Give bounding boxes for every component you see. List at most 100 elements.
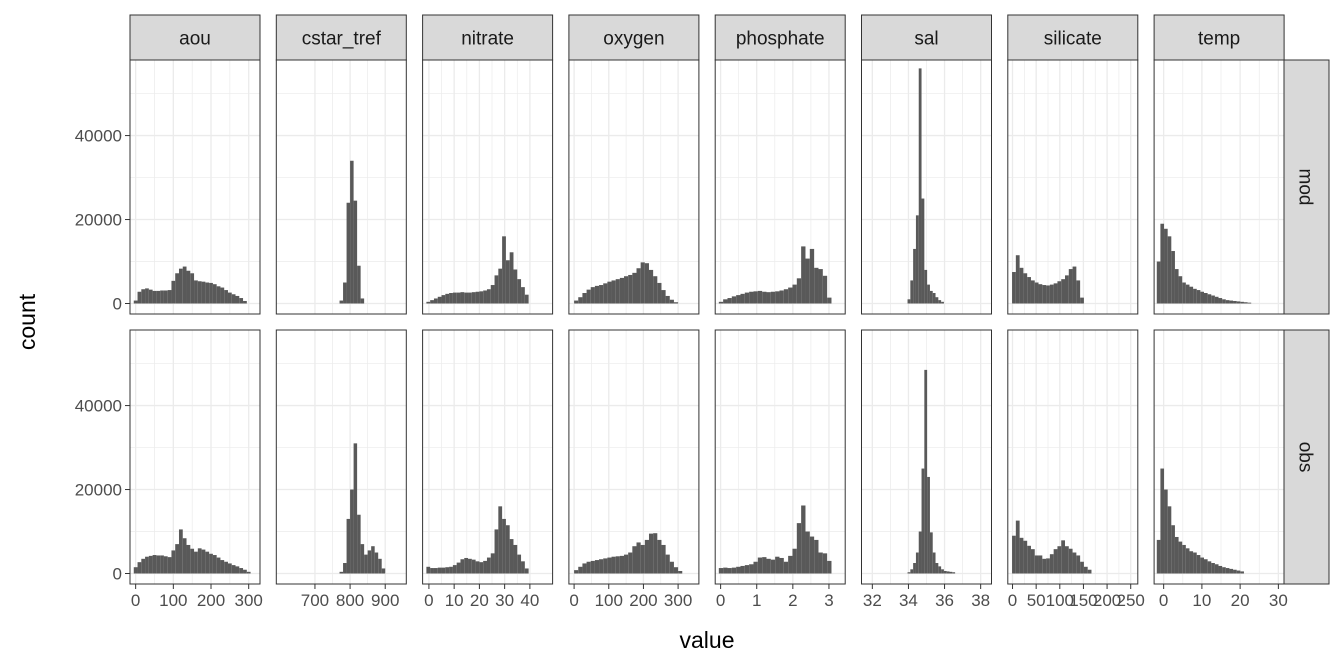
column-strip-label: cstar_tref	[302, 29, 382, 50]
histogram-bar	[723, 567, 728, 574]
panel-obs: 700 800 900	[275, 329, 407, 610]
panel-border	[422, 59, 554, 315]
x-tick-label: 32	[863, 591, 882, 610]
histogram-bar	[367, 550, 372, 574]
histogram-bar	[1019, 267, 1024, 304]
column-strip-label: silicate	[1044, 29, 1102, 50]
histogram-bar	[801, 246, 806, 304]
histogram-bar	[360, 298, 365, 304]
histogram-bar	[471, 292, 476, 304]
panel-background	[422, 60, 553, 314]
panel-background	[130, 330, 260, 584]
x-tick-label: 200	[1093, 591, 1121, 610]
histogram-bar	[929, 532, 933, 574]
histogram-bar	[818, 552, 823, 574]
histogram-bar	[1164, 489, 1168, 574]
histogram-bar	[913, 248, 916, 304]
histogram-bar	[167, 290, 172, 304]
histogram-bar	[1218, 565, 1223, 574]
facet-oxygen: oxygen 0 100 200 300	[568, 14, 700, 610]
histogram-bar	[498, 268, 503, 304]
histogram-bar	[599, 559, 604, 574]
histogram-bar	[156, 290, 161, 304]
histogram-bar	[1211, 295, 1215, 304]
histogram-bar	[186, 270, 191, 304]
histogram-bar	[1061, 279, 1065, 304]
histogram-bar	[339, 300, 344, 304]
histogram-bar	[460, 559, 465, 574]
histogram-bar	[445, 567, 450, 574]
histogram-bar	[152, 290, 157, 304]
histogram-bar	[1038, 555, 1043, 574]
x-tick-label: 3	[824, 591, 833, 610]
histogram-bar	[1240, 571, 1244, 574]
histogram-bar	[779, 290, 784, 304]
x-tick-label: 100	[159, 591, 187, 610]
histogram-bar	[731, 296, 737, 304]
x-tick-label: 100	[595, 591, 623, 610]
histogram-bar	[927, 284, 930, 304]
histogram-bar	[156, 555, 161, 574]
x-tick-label: 100	[1046, 591, 1074, 610]
histogram-bar	[822, 553, 828, 574]
histogram-bar	[1164, 228, 1168, 304]
histogram-bar	[628, 552, 633, 574]
histogram-bar	[216, 286, 221, 304]
histogram-bar	[805, 258, 810, 304]
histogram-bar	[353, 443, 358, 574]
histogram-bar	[433, 568, 438, 574]
histogram-bar	[1053, 549, 1058, 574]
histogram-bar	[224, 561, 228, 574]
histogram-bar	[212, 284, 217, 304]
histogram-bar	[827, 560, 832, 574]
histogram-bar	[430, 568, 434, 574]
histogram-bar	[1240, 301, 1244, 304]
panel-border	[129, 59, 261, 315]
y-tick-label: 20000	[75, 211, 122, 230]
histogram-bar	[483, 290, 487, 304]
histogram-bar	[1214, 564, 1219, 574]
panel-mod	[129, 59, 261, 315]
histogram-bar	[513, 269, 518, 304]
histogram-bar	[757, 557, 763, 574]
histogram-bar	[1049, 284, 1054, 304]
histogram-bar	[479, 562, 484, 574]
histogram-bar	[1222, 567, 1226, 574]
panel-obs: 0 10 20 30 40	[422, 329, 554, 610]
histogram-bar	[243, 569, 247, 574]
histogram-bar	[1065, 275, 1069, 304]
x-tick-label: 30	[1269, 591, 1288, 610]
histogram-bar	[740, 293, 745, 304]
histogram-bar	[792, 548, 797, 574]
histogram-bar	[775, 556, 780, 574]
histogram-bar	[494, 529, 499, 574]
histogram-bar	[1222, 299, 1226, 304]
histogram-bar	[209, 282, 213, 304]
histogram-bar	[201, 281, 206, 304]
histogram-bar	[783, 289, 789, 304]
histogram-bar	[468, 558, 472, 574]
histogram-bar	[946, 571, 950, 574]
panel-mod	[861, 59, 992, 315]
histogram-bar	[653, 533, 658, 574]
histogram-bar	[133, 567, 138, 574]
panel-background	[715, 60, 846, 314]
histogram-bar	[661, 544, 666, 574]
histogram-bar	[949, 571, 953, 574]
histogram-bar	[578, 297, 583, 304]
histogram-bar	[471, 559, 476, 574]
histogram-bar	[1087, 569, 1092, 574]
histogram-bar	[346, 518, 351, 574]
histogram-bar	[239, 298, 244, 304]
histogram-bar	[628, 274, 633, 304]
histogram-bar	[644, 539, 649, 574]
histogram-bar	[190, 273, 195, 304]
histogram-bar	[426, 566, 431, 574]
histogram-bar	[913, 563, 916, 574]
histogram-bar	[918, 531, 922, 574]
histogram-bar	[718, 301, 724, 304]
histogram-bar	[1160, 468, 1165, 574]
histogram-bar	[619, 277, 625, 304]
panel-mod	[422, 59, 554, 315]
histogram-bar	[1030, 549, 1035, 574]
